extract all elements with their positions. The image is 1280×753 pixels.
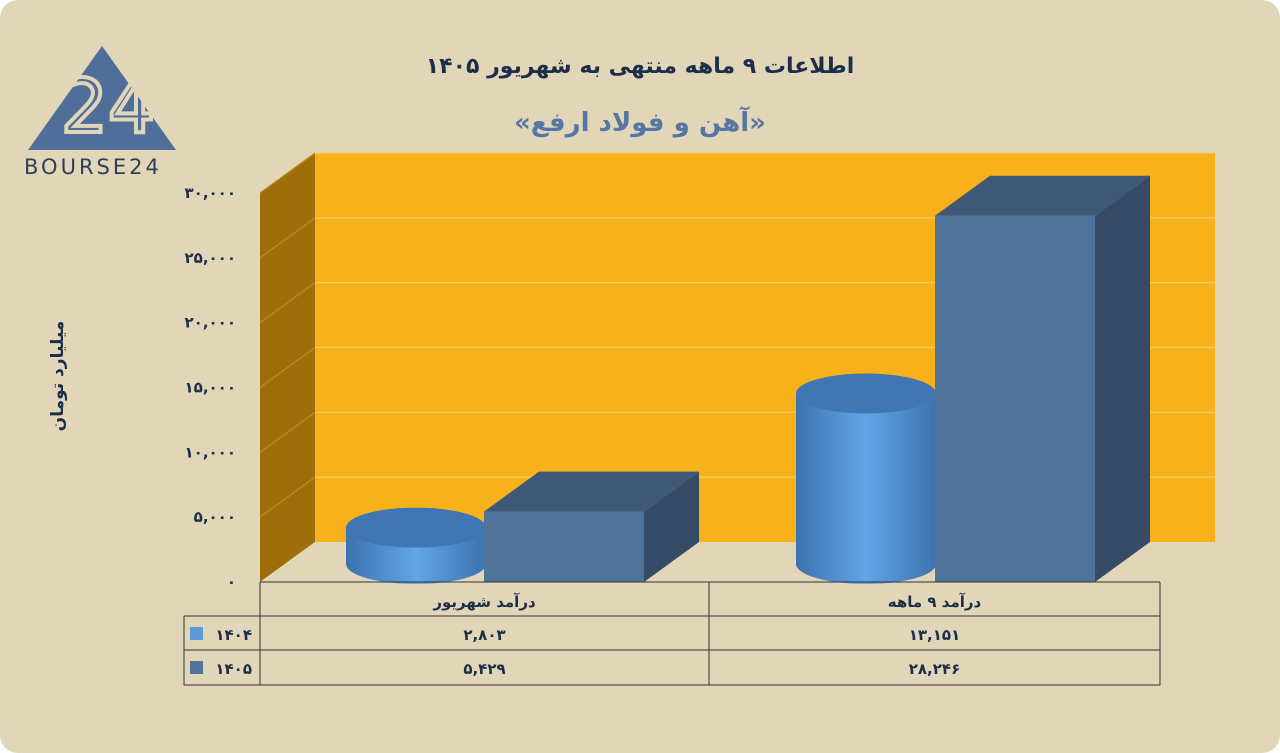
bar-1405-side	[1095, 175, 1150, 582]
chart-subtitle: «آهن و فولاد ارفع»	[514, 108, 766, 138]
y-tick-label: ۱۵,۰۰۰	[185, 379, 236, 397]
y-tick-label: ۱۰,۰۰۰	[185, 443, 236, 461]
x-category-label: درآمد شهریور	[432, 593, 536, 611]
data-label: ۵,۴۲۹	[463, 660, 505, 678]
gridline-side	[259, 282, 316, 324]
gridline-side	[259, 411, 316, 453]
y-tick-label: ۲۰,۰۰۰	[185, 314, 236, 332]
legend-swatch-۱۴۰۵	[190, 661, 203, 674]
y-tick-label: ۲۵,۰۰۰	[185, 249, 236, 267]
gridline-side	[259, 476, 316, 518]
y-tick-label: ۰	[227, 573, 236, 591]
legend-label: ۱۴۰۴	[215, 626, 252, 644]
svg-text:24: 24	[61, 64, 155, 150]
bar-1405-side	[644, 471, 699, 582]
x-category-label: درآمد ۹ ماهه	[888, 593, 982, 611]
bar-1404-cylinder-top	[346, 507, 486, 548]
gridline-side	[259, 347, 316, 388]
y-tick-label: ۳۰,۰۰۰	[185, 184, 236, 202]
data-label: ۲,۸۰۳	[463, 626, 505, 644]
bourse24-logo-icon: 24	[28, 46, 176, 152]
logo-text: BOURSE24	[24, 155, 162, 179]
legend-swatch-۱۴۰۴	[190, 627, 203, 640]
gridline-side	[259, 152, 316, 194]
data-label: ۱۳,۱۵۱	[909, 626, 960, 644]
gridline-side	[259, 217, 316, 259]
bar-1405-top	[935, 175, 1150, 216]
data-label: ۲۸,۲۴۶	[909, 660, 960, 678]
bar-1405-front	[484, 511, 644, 582]
legend-label: ۱۴۰۵	[215, 660, 252, 678]
bar-1404-cylinder-top	[796, 373, 936, 414]
bar-1405-front	[935, 215, 1095, 582]
chart-title: اطلاعات ۹ ماهه منتهی به شهریور ۱۴۰۵	[425, 54, 855, 79]
bar-1404-cylinder-body	[796, 393, 936, 584]
y-tick-label: ۵,۰۰۰	[194, 508, 236, 526]
bar-1405-top	[484, 471, 699, 512]
